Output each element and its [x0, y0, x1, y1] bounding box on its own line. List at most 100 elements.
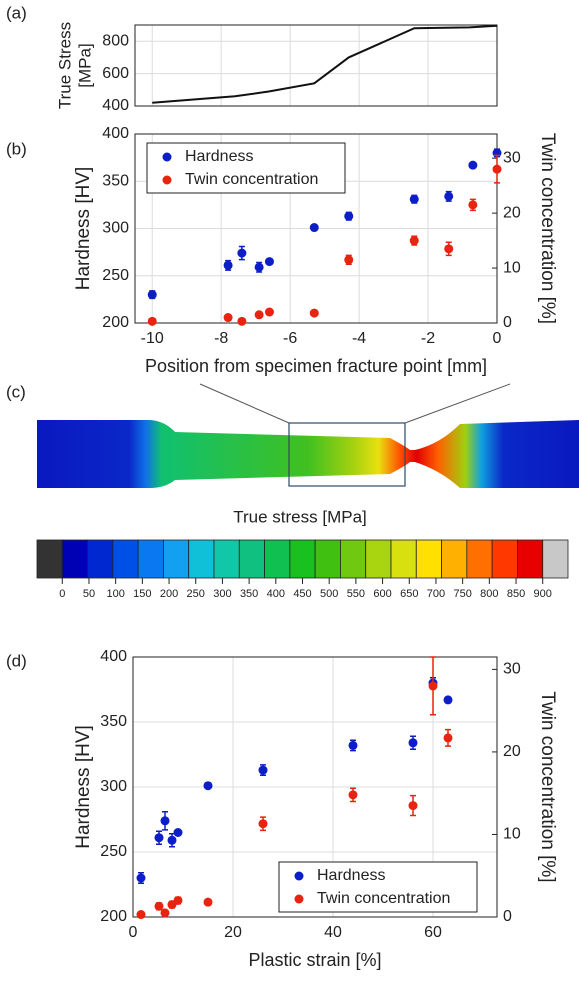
colorbar-tick-label: 50: [83, 588, 95, 600]
point: [344, 211, 354, 221]
y-axis-label: True Stress: [55, 22, 74, 109]
point: [258, 765, 268, 775]
color-cell: [213, 539, 240, 579]
point: [444, 191, 454, 201]
x-tick-label: -4: [352, 330, 366, 347]
legend-label: Hardness: [317, 867, 385, 884]
color-cell: [238, 539, 265, 579]
point: [348, 790, 358, 800]
colorbar-tick-label: 0: [59, 588, 65, 600]
y-tick-label: 350: [102, 172, 129, 189]
color-cell: [137, 539, 164, 579]
point: [468, 160, 478, 170]
point: [254, 262, 264, 272]
point: [258, 819, 268, 829]
colorbar-tick-label: 900: [534, 588, 552, 600]
point: [264, 307, 274, 317]
legend-label: Hardness: [185, 148, 253, 165]
color-cell: [264, 539, 291, 579]
point: [147, 316, 157, 326]
point: [444, 244, 454, 254]
color-cell: [390, 539, 417, 579]
legend-marker: [162, 175, 172, 185]
y-axis-label: [MPa]: [75, 43, 94, 87]
panel-label: (d): [6, 651, 27, 670]
color-cell: [466, 539, 493, 579]
point: [408, 801, 418, 811]
point: [309, 223, 319, 233]
colorbar-tick-label: 650: [400, 588, 418, 600]
x-tick-label: -2: [421, 330, 435, 347]
point: [409, 236, 419, 246]
point: [147, 290, 157, 300]
y-tick-label: 200: [102, 314, 129, 331]
point: [173, 895, 183, 905]
y-tick-label: 250: [102, 267, 129, 284]
y2-tick-label: 10: [503, 259, 521, 276]
color-cell: [441, 539, 468, 579]
point: [409, 194, 419, 204]
color-cell: [340, 539, 367, 579]
panel-label: (a): [6, 3, 27, 22]
y-axis-label: Hardness [HV]: [73, 725, 94, 849]
y2-tick-label: 0: [503, 908, 512, 925]
legend-label: Twin concentration: [185, 171, 318, 188]
x-tick-label: 20: [224, 924, 242, 941]
colorbar-title: True stress [MPa]: [233, 507, 367, 526]
colorbar-tick-label: 100: [106, 588, 124, 600]
colorbar-tick-label: 500: [320, 588, 338, 600]
y2-tick-label: 30: [503, 661, 521, 678]
legend-marker: [294, 894, 304, 904]
zoom-line: [404, 383, 511, 424]
color-cell: [163, 539, 190, 579]
y-tick-label: 350: [100, 713, 127, 730]
y2-tick-label: 10: [503, 826, 521, 843]
y-tick-label: 800: [102, 32, 129, 49]
colorbar-tick-label: 150: [133, 588, 151, 600]
point: [136, 910, 146, 920]
x-axis-label: Position from specimen fracture point [m…: [145, 356, 487, 376]
x-tick-label: 0: [493, 330, 502, 347]
x-tick-label: 40: [324, 924, 342, 941]
x-tick-label: -6: [283, 330, 297, 347]
color-cell: [289, 539, 316, 579]
point: [136, 873, 146, 883]
colorbar-tick-label: 750: [453, 588, 471, 600]
point: [237, 316, 247, 326]
colorbar-tick-label: 250: [187, 588, 205, 600]
color-cell: [415, 539, 442, 579]
colorbar-tick-label: 450: [293, 588, 311, 600]
point: [443, 733, 453, 743]
y-tick-label: 400: [102, 97, 129, 114]
point: [237, 248, 247, 258]
legend-marker: [294, 871, 304, 881]
y-tick-label: 200: [100, 908, 127, 925]
color-cell: [517, 539, 544, 579]
y2-axis-label: Twin concentration [%]: [537, 691, 558, 882]
point: [223, 313, 233, 323]
y-tick-label: 400: [100, 648, 127, 665]
point: [254, 310, 264, 320]
colorbar-tick-label: 200: [160, 588, 178, 600]
colorbar-tick-label: 800: [480, 588, 498, 600]
color-cell: [87, 539, 114, 579]
y2-tick-label: 20: [503, 204, 521, 221]
point: [468, 200, 478, 210]
colorbar-tick-label: 700: [427, 588, 445, 600]
specimen: [37, 420, 579, 488]
y-tick-label: 400: [102, 125, 129, 142]
point: [160, 908, 170, 918]
y-tick-label: 300: [100, 778, 127, 795]
color-cell: [61, 539, 88, 579]
plot-frame: [134, 133, 498, 324]
colorbar-tick-label: 350: [240, 588, 258, 600]
y2-tick-label: 20: [503, 743, 521, 760]
plot-frame: [134, 24, 498, 107]
point: [203, 897, 213, 907]
point: [154, 833, 164, 843]
point: [203, 781, 213, 791]
x-tick-label: 60: [424, 924, 442, 941]
panel-label: (b): [6, 139, 27, 158]
y2-tick-label: 0: [503, 314, 512, 331]
